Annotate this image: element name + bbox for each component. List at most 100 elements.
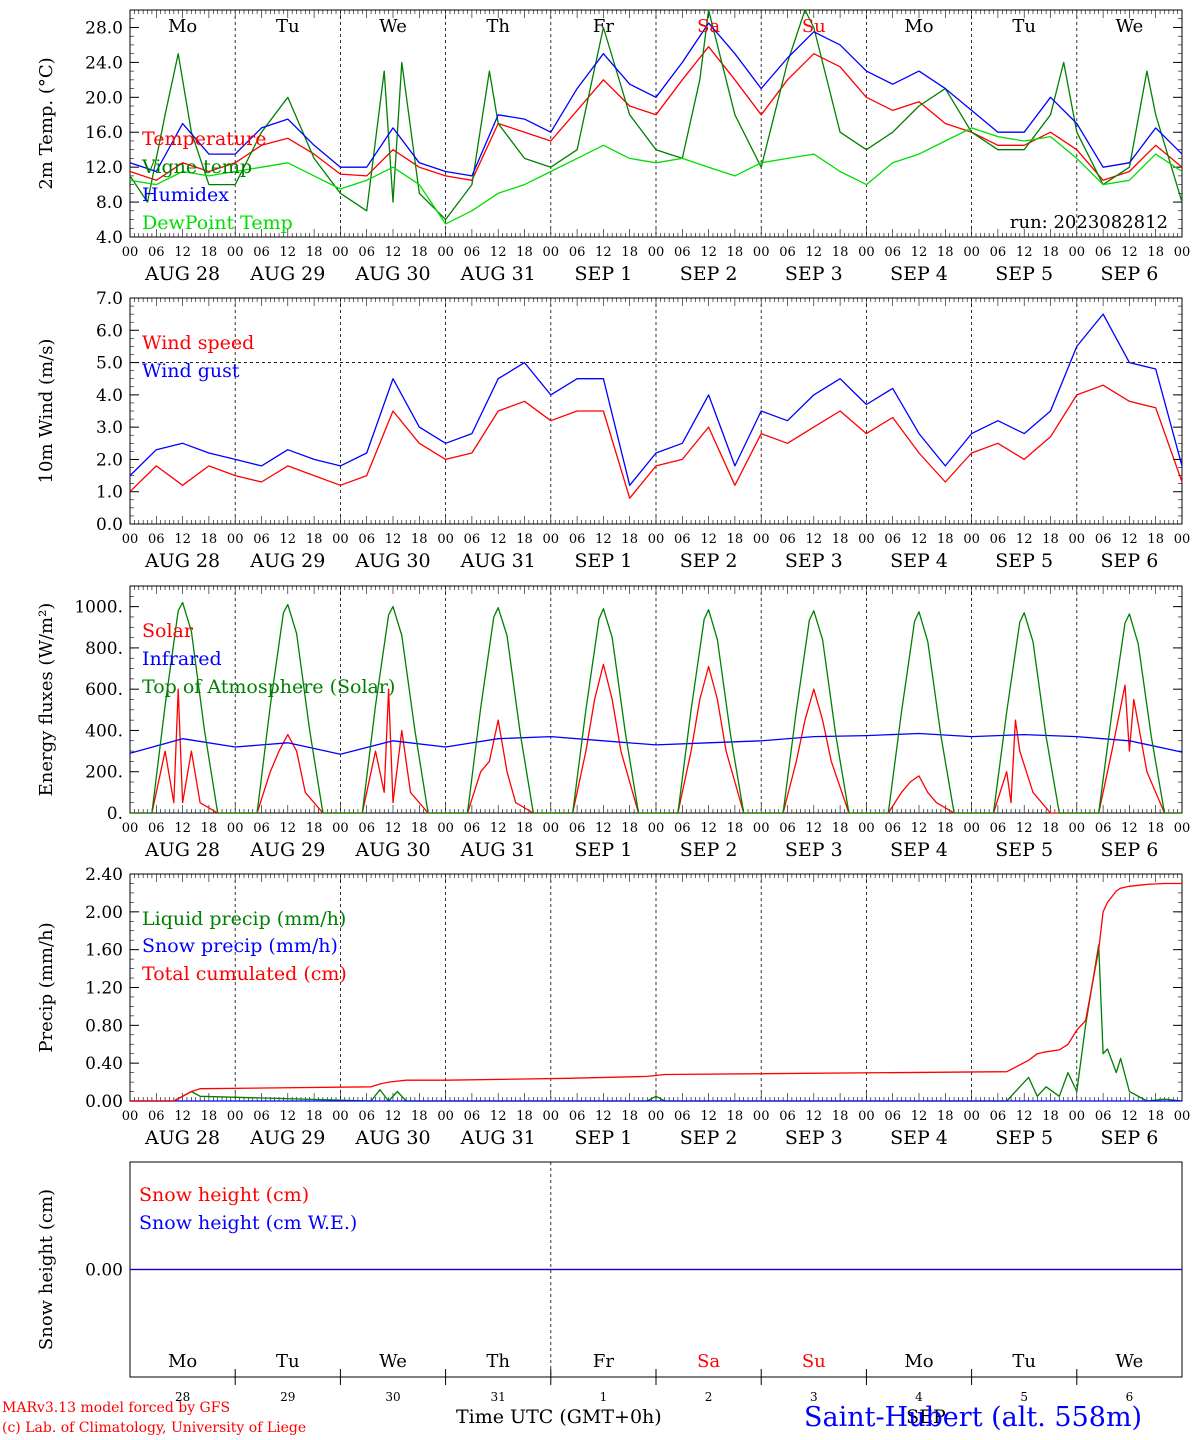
hour-tick-label: 00 — [227, 1109, 244, 1124]
day-number-label: 1 — [600, 1390, 608, 1404]
date-label: SEP 6 — [1100, 839, 1158, 861]
y-tick-label: 28.0 — [85, 18, 123, 38]
hour-tick-label: 12 — [174, 1109, 191, 1124]
hour-tick-label: 06 — [253, 532, 270, 547]
hour-tick-label: 06 — [884, 821, 901, 836]
hour-tick-label: 06 — [990, 245, 1007, 260]
day-number-label: 31 — [491, 1390, 506, 1404]
legend-entry: Infrared — [142, 648, 222, 670]
hour-tick-label: 12 — [911, 821, 928, 836]
hour-tick-label: 06 — [779, 1109, 796, 1124]
hour-tick-label: 00 — [753, 821, 770, 836]
hour-tick-label: 12 — [1016, 245, 1033, 260]
y-tick-label: 12.0 — [85, 158, 123, 178]
weekday-label: We — [1116, 1351, 1144, 1372]
y-tick-label: 1.20 — [85, 979, 123, 999]
hour-tick-label: 18 — [201, 1109, 218, 1124]
hour-tick-label: 00 — [332, 1109, 349, 1124]
hour-tick-label: 18 — [411, 821, 428, 836]
hour-tick-label: 12 — [806, 821, 823, 836]
legend-entry: Wind gust — [142, 360, 240, 382]
date-label: SEP 1 — [574, 839, 632, 861]
weekday-label: Tu — [1012, 16, 1036, 37]
hour-tick-label: 00 — [753, 1109, 770, 1124]
hour-tick-label: 12 — [1016, 1109, 1033, 1124]
weekday-label: We — [379, 1351, 407, 1372]
weekday-label: Su — [802, 16, 826, 37]
model-credit: MARv3.13 model forced by GFS — [2, 1400, 231, 1416]
panel-precip: 0.00 0.40 0.80 1.20 1.60 2.00 2.40 Precip (mm/h… — [36, 865, 1190, 1149]
date-label: AUG 31 — [460, 839, 536, 861]
hour-tick-label: 06 — [674, 821, 691, 836]
legend-entry: Total cumulated (cm) — [142, 963, 347, 985]
hour-tick-label: 06 — [779, 532, 796, 547]
y-axis-label: 2m Temp. (°C) — [36, 57, 57, 189]
legend-entry: DewPoint Temp — [142, 212, 293, 234]
date-label: AUG 29 — [249, 839, 325, 861]
hour-tick-label: 00 — [1174, 245, 1191, 260]
hour-tick-label: 12 — [280, 245, 297, 260]
hour-tick-label: 18 — [937, 245, 954, 260]
panel-snow: 0.00 Snow height (cm) Snow height (cm) Snow… — [36, 1161, 1183, 1428]
legend-entry: Wind speed — [142, 332, 254, 354]
date-label: SEP 6 — [1100, 1127, 1158, 1149]
panel-temp: 4.0 8.0 12.0 16.0 20.0 24.0 28.0 2m Temp. (°C) T… — [36, 9, 1191, 285]
hour-tick-label: 06 — [464, 821, 481, 836]
panel-energy: 0. 200. 400. 600. 800. 1000. Energy fluxes (W/… — [36, 585, 1190, 861]
hour-tick-label: 06 — [148, 821, 165, 836]
hour-tick-label: 06 — [1095, 245, 1112, 260]
hour-tick-label: 00 — [543, 821, 560, 836]
y-tick-label: 1.60 — [85, 941, 123, 961]
hour-tick-label: 00 — [437, 1109, 454, 1124]
hour-tick-label: 06 — [464, 532, 481, 547]
hour-tick-label: 00 — [122, 532, 139, 547]
hour-tick-label: 12 — [806, 532, 823, 547]
hour-tick-label: 00 — [1069, 821, 1086, 836]
day-number-label: 3 — [810, 1390, 818, 1404]
hour-tick-label: 00 — [648, 245, 665, 260]
weekday-label: Sa — [697, 16, 720, 37]
hour-tick-label: 06 — [253, 1109, 270, 1124]
date-label: SEP 3 — [785, 550, 843, 572]
weekday-label: Fr — [593, 16, 614, 37]
day-number-label: 30 — [385, 1390, 400, 1404]
hour-tick-label: 12 — [1121, 532, 1138, 547]
date-label: AUG 31 — [460, 550, 536, 572]
date-label: SEP 4 — [890, 839, 948, 861]
hour-tick-label: 12 — [385, 532, 402, 547]
day-number-label: 28 — [175, 1390, 190, 1404]
date-label: AUG 28 — [144, 550, 220, 572]
hour-tick-label: 00 — [227, 245, 244, 260]
y-tick-label: 0.40 — [85, 1054, 123, 1074]
month-label: SEP — [906, 1406, 946, 1428]
hour-tick-label: 18 — [937, 821, 954, 836]
y-tick-label: 8.0 — [96, 193, 123, 213]
hour-tick-label: 18 — [516, 245, 533, 260]
y-tick-label: 2.00 — [85, 903, 123, 923]
y-tick-label: 0.00 — [85, 1261, 123, 1281]
date-label: AUG 30 — [354, 1127, 430, 1149]
weekday-label: Tu — [1012, 1351, 1036, 1372]
hour-tick-label: 00 — [963, 245, 980, 260]
weekday-label: Su — [802, 1351, 826, 1372]
hour-tick-label: 00 — [963, 1109, 980, 1124]
hour-tick-label: 06 — [358, 245, 375, 260]
hour-tick-label: 12 — [174, 245, 191, 260]
weekday-label: We — [379, 16, 407, 37]
hour-tick-label: 06 — [990, 532, 1007, 547]
hour-tick-label: 00 — [648, 821, 665, 836]
y-tick-label: 600. — [85, 680, 123, 700]
hour-tick-label: 06 — [779, 245, 796, 260]
hour-tick-label: 06 — [569, 1109, 586, 1124]
lab-credit: (c) Lab. of Climatology, University of L… — [2, 1420, 307, 1436]
weekday-label: Mo — [168, 1351, 197, 1372]
hour-tick-label: 18 — [832, 532, 849, 547]
hour-tick-label: 00 — [227, 532, 244, 547]
hour-tick-label: 18 — [516, 821, 533, 836]
weekday-label: Fr — [593, 1351, 614, 1372]
series-line-temperature — [129, 46, 1183, 181]
hour-tick-label: 06 — [569, 245, 586, 260]
hour-tick-label: 06 — [253, 245, 270, 260]
hour-tick-label: 12 — [385, 1109, 402, 1124]
day-number-label: 29 — [280, 1390, 295, 1404]
